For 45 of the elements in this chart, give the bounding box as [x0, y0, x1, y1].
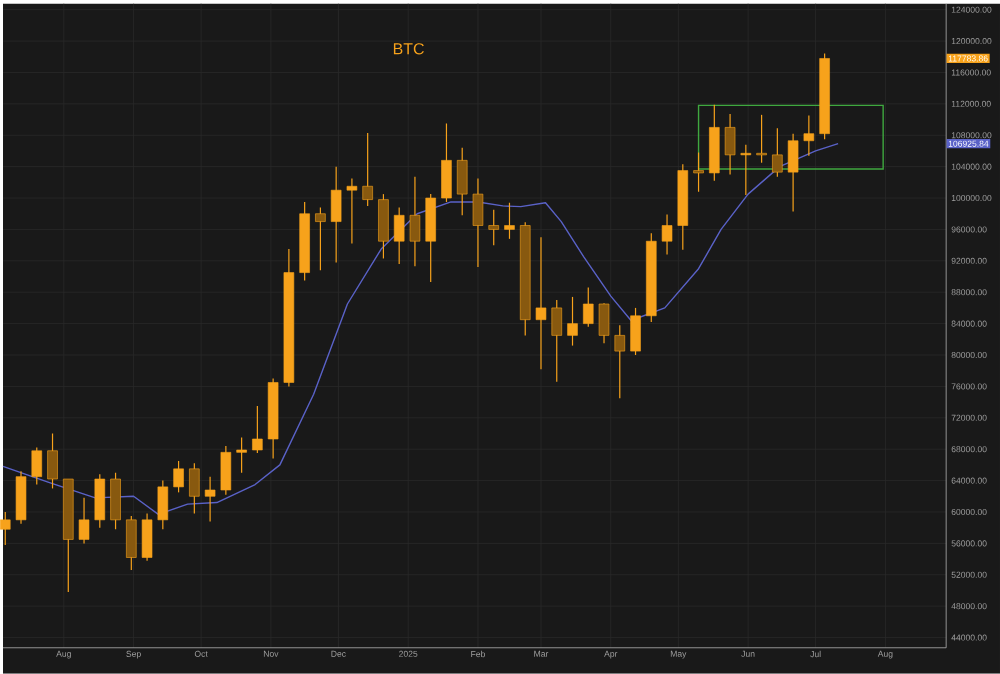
candlestick — [157, 480, 169, 531]
candlestick — [772, 127, 783, 178]
candlestick — [15, 470, 27, 525]
candlestick — [126, 515, 137, 571]
candlestick — [189, 462, 200, 515]
candlestick — [488, 209, 499, 246]
candlestick — [220, 445, 232, 496]
candlestick — [78, 497, 90, 545]
candlestick — [346, 177, 358, 245]
candlestick — [94, 473, 106, 529]
candlestick — [614, 324, 626, 399]
candlestick — [551, 299, 562, 383]
candlestick — [0, 511, 11, 546]
candlestick — [472, 177, 484, 268]
candlestick — [362, 132, 373, 207]
candlestick — [456, 147, 468, 217]
candlestick — [598, 302, 610, 344]
candlestick — [47, 433, 58, 490]
candlestick — [535, 236, 547, 370]
candlestick — [393, 207, 405, 265]
candlestick — [441, 123, 452, 203]
candlestick — [110, 472, 121, 531]
candlestick — [567, 296, 578, 347]
candlestick — [409, 176, 421, 268]
candlestick — [709, 104, 720, 182]
candlestick — [724, 113, 736, 176]
candlestick — [141, 513, 153, 562]
candlestick — [661, 214, 673, 256]
candlestick — [740, 144, 752, 196]
candlestick — [693, 152, 704, 193]
candlestick — [31, 447, 43, 486]
candlestick — [803, 115, 815, 157]
candlestick — [173, 460, 184, 494]
candlestick — [787, 133, 799, 213]
candlestick — [378, 193, 389, 260]
candlestick — [330, 166, 342, 264]
candlestick — [204, 476, 216, 523]
candlestick — [252, 405, 263, 454]
candlestick — [425, 193, 436, 283]
candlestick — [583, 287, 594, 328]
candlestick — [756, 114, 767, 164]
candlestick — [315, 207, 326, 271]
candlestick — [504, 202, 515, 240]
candlestick — [630, 307, 641, 356]
candlestick — [236, 436, 247, 474]
